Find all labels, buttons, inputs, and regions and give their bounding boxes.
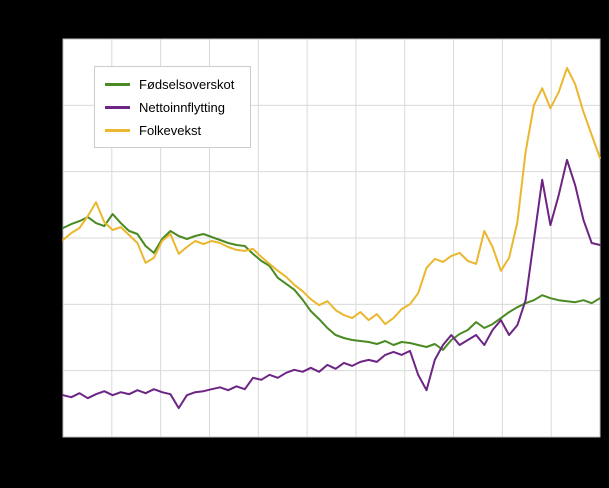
legend-item-folkevekst[interactable]: Folkevekst — [105, 120, 234, 140]
legend-line-swatch-green — [105, 82, 130, 86]
legend-label-folkevekst: Folkevekst — [139, 122, 202, 138]
legend-line-swatch-yellow — [105, 128, 130, 132]
legend-label-nettoinnflytting: Nettoinnflytting — [139, 99, 225, 115]
legend-item-fodselsoverskot[interactable]: Fødselsoverskot — [105, 74, 234, 94]
legend-line-swatch-purple — [105, 105, 130, 109]
chart-legend: Fødselsoverskot Nettoinnflytting Folkeve… — [94, 66, 252, 148]
legend-item-nettoinnflytting[interactable]: Nettoinnflytting — [105, 97, 234, 117]
legend-label-fodselsoverskot: Fødselsoverskot — [139, 76, 235, 92]
